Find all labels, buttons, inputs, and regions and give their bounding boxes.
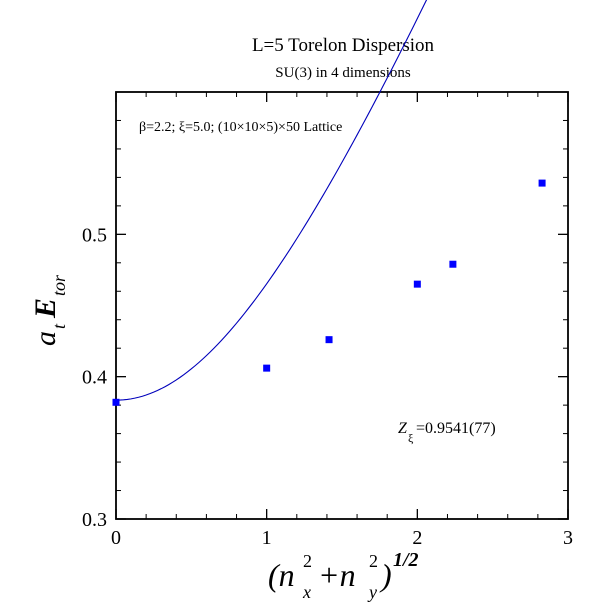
- y-tick-label: 0.3: [82, 509, 107, 531]
- y-axis-label: a t E tor: [29, 274, 69, 346]
- axis-ticks: 0 1 2 3 0.3 0.4 0.5: [82, 92, 573, 549]
- plot-frame: [115, 91, 569, 520]
- z-annotation: Z ξ =0.9541(77): [398, 420, 496, 445]
- xlabel-plus-n: +n: [318, 557, 356, 593]
- data-point: [263, 364, 271, 372]
- x-axis-label: (n 2 x +n 2 y ) 1/2: [268, 549, 419, 602]
- fit-curve-group: [115, 0, 428, 401]
- xlabel-sq-2: 2: [369, 551, 378, 571]
- data-point: [112, 398, 120, 406]
- fit-curve: [115, 0, 428, 401]
- z-value: =0.9541(77): [416, 420, 496, 437]
- xlabel-y-sub: y: [367, 582, 377, 602]
- data-point: [538, 179, 546, 187]
- xlabel-open-n: (n: [268, 557, 295, 593]
- ylabel-a: a: [29, 331, 62, 346]
- data-points: [112, 179, 546, 406]
- x-tick-label: 2: [412, 527, 422, 549]
- xlabel-sq-1: 2: [303, 551, 312, 571]
- chart-title: L=5 Torelon Dispersion: [252, 35, 435, 56]
- ylabel-E: E: [29, 298, 62, 319]
- chart-subtitle: SU(3) in 4 dimensions: [275, 65, 411, 81]
- lattice-annotation: β=2.2; ξ=5.0; (10×10×5)×50 Lattice: [139, 120, 342, 135]
- z-subscript: ξ: [408, 431, 414, 445]
- ylabel-t-sub: t: [49, 323, 69, 329]
- xlabel-x-sub: x: [302, 582, 311, 602]
- ylabel-tor-sub: tor: [49, 274, 69, 296]
- x-tick-label: 3: [563, 527, 573, 549]
- x-tick-label: 0: [111, 527, 121, 549]
- z-symbol: Z: [398, 420, 408, 437]
- y-tick-label: 0.4: [82, 367, 107, 389]
- data-point: [413, 280, 421, 288]
- xlabel-power: 1/2: [393, 549, 419, 571]
- xlabel-close: ): [379, 557, 392, 593]
- y-tick-label: 0.5: [82, 224, 107, 246]
- x-tick-label: 1: [262, 527, 272, 549]
- data-point: [325, 336, 333, 344]
- data-point: [449, 260, 457, 268]
